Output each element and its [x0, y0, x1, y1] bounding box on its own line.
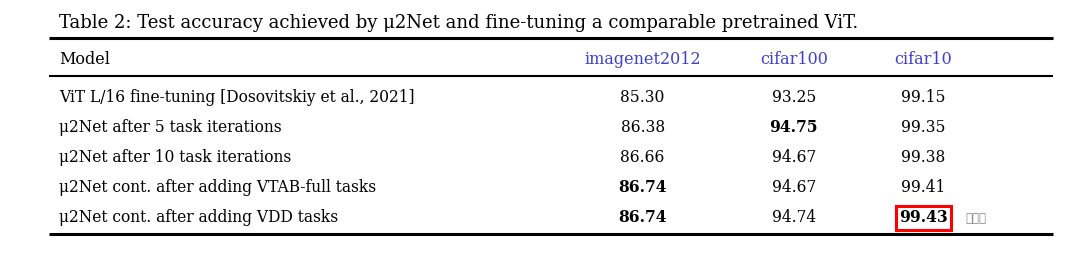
Text: 99.35: 99.35 [901, 119, 946, 136]
Text: Table 2: Test accuracy achieved by μ2Net and fine-tuning a comparable pretrained: Table 2: Test accuracy achieved by μ2Net… [59, 14, 859, 32]
Text: 86.38: 86.38 [621, 119, 664, 136]
Text: 99.38: 99.38 [902, 149, 945, 167]
Text: 85.30: 85.30 [620, 89, 665, 106]
Text: 94.67: 94.67 [772, 149, 815, 167]
Text: 86.66: 86.66 [620, 149, 665, 167]
Text: 94.75: 94.75 [770, 119, 818, 136]
Text: μ2Net cont. after adding VTAB-full tasks: μ2Net cont. after adding VTAB-full tasks [59, 180, 377, 197]
Text: μ2Net after 5 task iterations: μ2Net after 5 task iterations [59, 119, 282, 136]
Text: cifar100: cifar100 [760, 52, 827, 69]
Text: 99.15: 99.15 [901, 89, 946, 106]
Text: 86.74: 86.74 [619, 210, 666, 227]
Text: Model: Model [59, 52, 110, 69]
Text: μ2Net after 10 task iterations: μ2Net after 10 task iterations [59, 149, 292, 167]
Text: ViT L/16 fine-tuning [Dosovitskiy et al., 2021]: ViT L/16 fine-tuning [Dosovitskiy et al.… [59, 89, 415, 106]
Text: cifar10: cifar10 [894, 52, 953, 69]
Text: 中文网: 中文网 [966, 211, 986, 225]
Text: 94.74: 94.74 [772, 210, 815, 227]
Text: imagenet2012: imagenet2012 [584, 52, 701, 69]
Text: 99.41: 99.41 [902, 180, 945, 197]
Text: 93.25: 93.25 [771, 89, 816, 106]
Text: 94.67: 94.67 [772, 180, 815, 197]
Text: μ2Net cont. after adding VDD tasks: μ2Net cont. after adding VDD tasks [59, 210, 338, 227]
Text: 99.43: 99.43 [899, 210, 948, 227]
Text: 86.74: 86.74 [619, 180, 666, 197]
